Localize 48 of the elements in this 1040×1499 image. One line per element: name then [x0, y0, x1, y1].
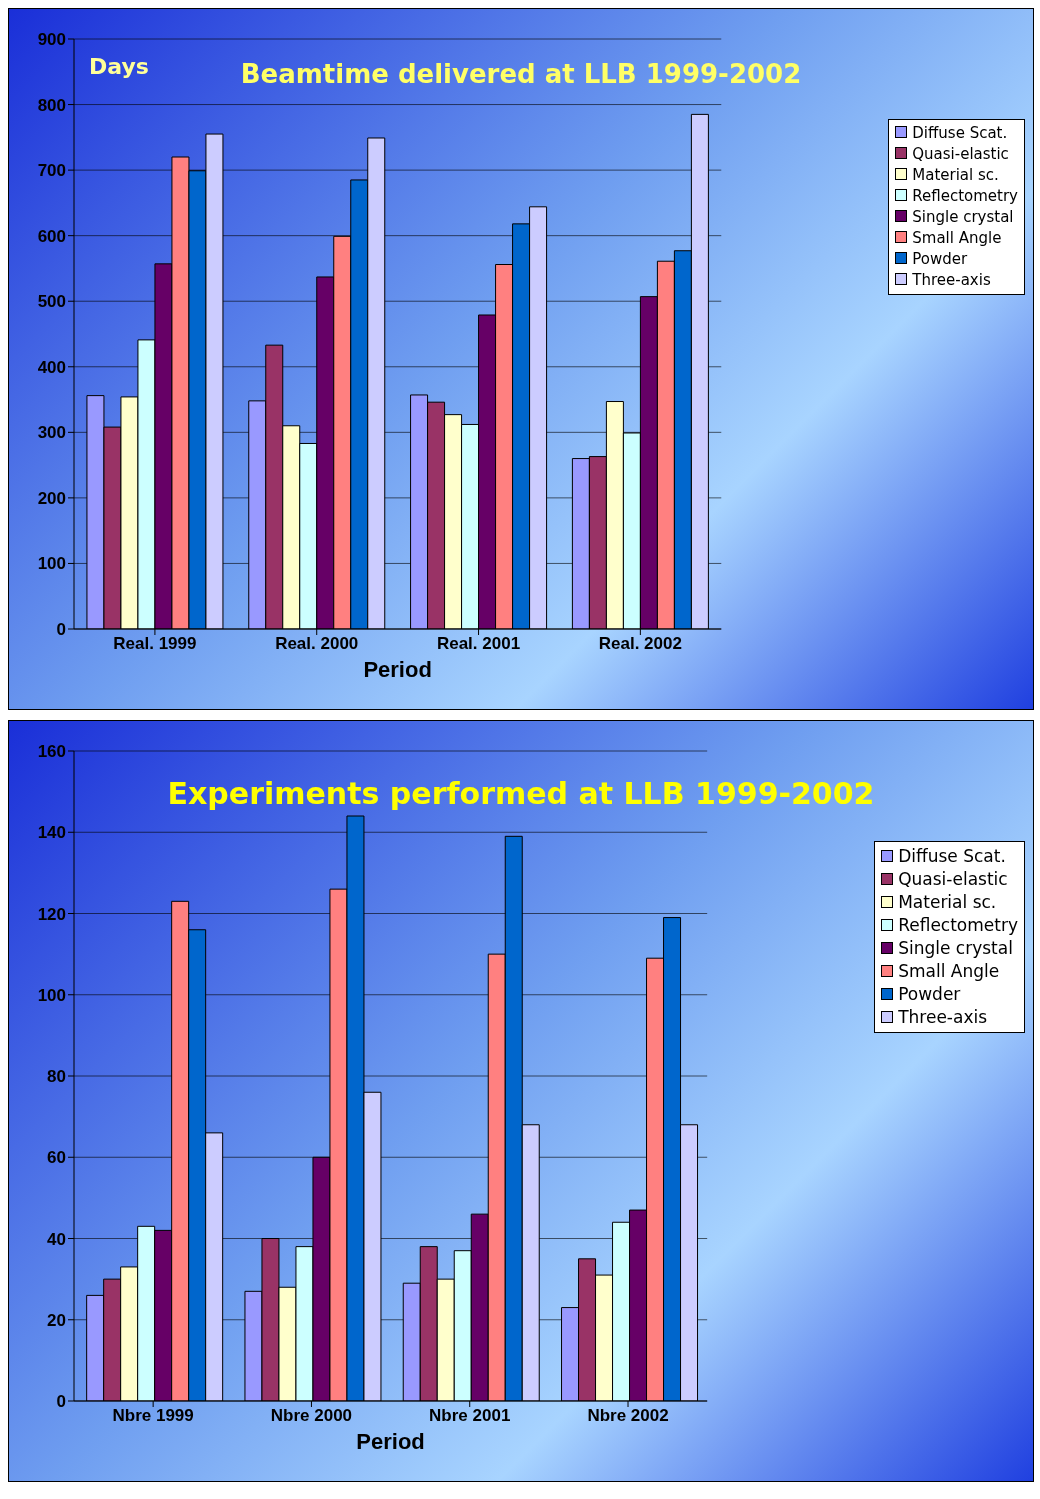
y-tick-label: 140 [37, 823, 66, 843]
x-axis-title: Period [356, 1429, 425, 1454]
text: Experiments performed at LLB 1999-2002 [166, 776, 876, 811]
x-tick-label: Nbre 2000 [270, 1406, 353, 1426]
y-tick-label: 400 [37, 357, 66, 377]
y-tick-label: 300 [37, 423, 66, 443]
x-tick-label: Real. 2002 [598, 634, 682, 654]
x-tick-label: Nbre 2002 [587, 1406, 669, 1426]
legend-label: Small Angle [911, 228, 1003, 249]
y-tick-label: 160 [37, 742, 66, 762]
legend-label: Powder [897, 983, 962, 1006]
y-tick-label: 120 [37, 904, 66, 924]
y-tick-label: 20 [47, 1310, 66, 1330]
x-tick-label: Real. 1999 [113, 634, 197, 654]
text: Beamtime delivered at LLB 1999-2002 [240, 59, 802, 89]
legend-label: Three-axis [911, 270, 992, 291]
legend-label: Quasi-elastic [911, 144, 1010, 165]
x-tick-label: Nbre 1999 [112, 1406, 194, 1426]
y-tick-label: 40 [47, 1229, 66, 1249]
x-tick-label: Real. 2001 [436, 634, 521, 654]
y-axis-title: Days [89, 54, 149, 79]
legend-label: Quasi-elastic [897, 868, 1009, 891]
legend-label: Reflectometry [897, 914, 1018, 937]
y-tick-label: 0 [56, 1392, 66, 1412]
y-tick-label: 200 [37, 488, 66, 508]
y-tick-label: 900 [37, 30, 66, 50]
y-tick-label: 60 [47, 1148, 66, 1168]
y-tick-label: 100 [37, 985, 66, 1005]
y-tick-label: 600 [37, 226, 66, 246]
legend-label: Single crystal [897, 937, 1014, 960]
y-tick-label: 0 [56, 620, 66, 640]
x-axis-title: Period [363, 657, 432, 682]
legend-label: Powder [911, 249, 969, 270]
y-tick-label: 800 [37, 95, 66, 115]
legend-label: Diffuse Scat. [897, 845, 1007, 868]
y-tick-label: 80 [47, 1067, 66, 1087]
x-tick-label: Real. 2000 [275, 634, 359, 654]
legend-label: Three-axis [897, 1006, 989, 1029]
legend-label: Reflectometry [911, 186, 1018, 207]
legend-label: Small Angle [897, 960, 1001, 983]
x-tick-label: Nbre 2001 [429, 1406, 511, 1426]
y-tick-label: 500 [37, 292, 66, 312]
y-tick-label: 100 [37, 554, 66, 574]
legend-label: Single crystal [911, 207, 1015, 228]
legend-label: Material sc. [897, 891, 998, 914]
legend-label: Diffuse Scat. [911, 123, 1009, 144]
legend-label: Material sc. [911, 165, 1000, 186]
y-tick-label: 700 [37, 161, 66, 181]
